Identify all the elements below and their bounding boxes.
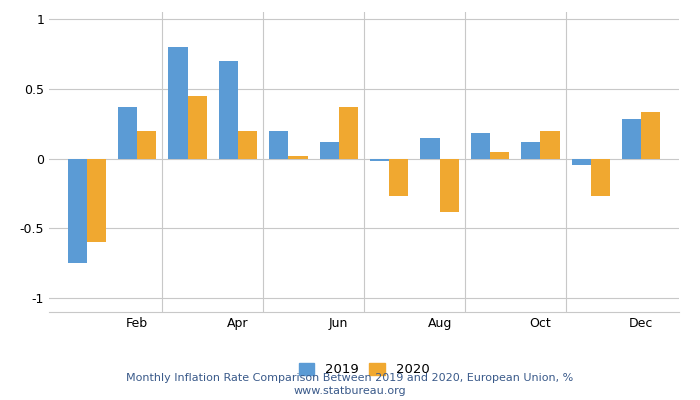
Bar (169, 47, 188, 158)
Legend: 2019, 2020: 2019, 2020 (293, 358, 435, 382)
Bar (471, 133, 490, 158)
Bar (641, 112, 660, 158)
Bar (522, 142, 540, 158)
Bar (591, 158, 610, 196)
Bar (87, 158, 106, 242)
Bar (118, 107, 137, 158)
Bar (270, 131, 288, 158)
Bar (490, 152, 509, 158)
Bar (389, 158, 408, 196)
Bar (188, 96, 206, 158)
Bar (622, 120, 641, 158)
Bar (421, 138, 440, 158)
Bar (339, 107, 358, 158)
Bar (540, 131, 559, 158)
Bar (288, 156, 307, 158)
Bar (238, 131, 257, 158)
Text: www.statbureau.org: www.statbureau.org (294, 386, 406, 396)
Bar (370, 158, 389, 161)
Text: Monthly Inflation Rate Comparison Between 2019 and 2020, European Union, %: Monthly Inflation Rate Comparison Betwee… (127, 373, 573, 383)
Bar (320, 142, 339, 158)
Bar (137, 131, 156, 158)
Bar (219, 61, 238, 158)
Bar (440, 158, 459, 212)
Bar (68, 158, 87, 263)
Bar (572, 158, 591, 166)
